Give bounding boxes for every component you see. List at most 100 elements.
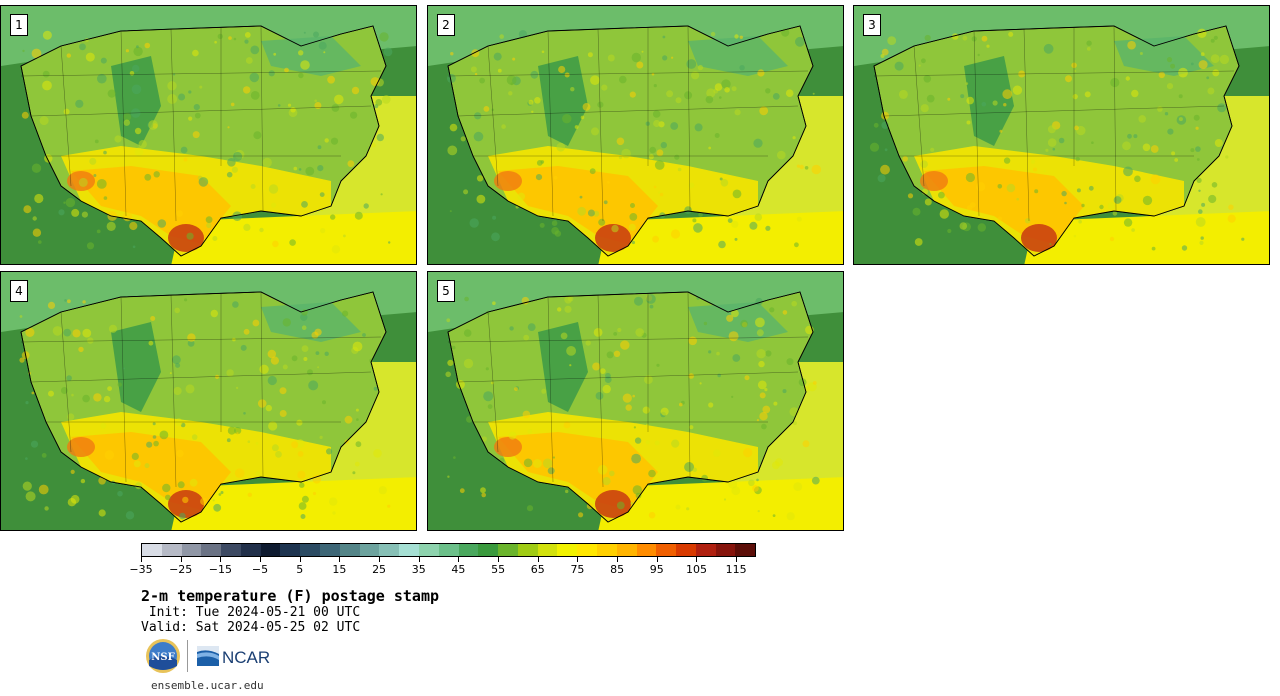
temperature-cell bbox=[103, 395, 111, 403]
temperature-cell bbox=[136, 45, 139, 49]
temperature-cell bbox=[330, 137, 339, 145]
temperature-cell bbox=[268, 70, 275, 77]
temperature-cell bbox=[198, 177, 209, 187]
temperature-cell bbox=[641, 50, 644, 53]
temperature-cell bbox=[262, 157, 272, 168]
temperature-cell bbox=[188, 90, 192, 94]
state-boundary bbox=[170, 28, 177, 222]
temperature-cell bbox=[782, 389, 787, 394]
colorbar-swatch bbox=[458, 544, 479, 556]
desert-hot-spot bbox=[67, 437, 95, 457]
temperature-cell bbox=[620, 340, 630, 350]
state-boundary bbox=[60, 45, 72, 187]
temperature-cell bbox=[483, 106, 490, 112]
temperature-cell bbox=[1073, 234, 1077, 238]
temperature-cell bbox=[1178, 67, 1188, 78]
temperature-cell bbox=[1217, 103, 1227, 113]
temperature-cell bbox=[449, 123, 458, 132]
temperature-cell bbox=[243, 223, 251, 231]
hottest-spot bbox=[168, 224, 204, 252]
temperature-cell bbox=[255, 471, 261, 477]
temperature-cell bbox=[117, 490, 123, 497]
temperature-cell bbox=[602, 384, 611, 394]
temperature-cell bbox=[152, 435, 157, 439]
temperature-cell bbox=[791, 300, 797, 307]
temperature-cell bbox=[1198, 209, 1203, 214]
temperature-cell bbox=[291, 355, 298, 362]
temperature-cell bbox=[743, 448, 753, 458]
temperature-cell bbox=[656, 363, 660, 367]
temperature-cell bbox=[104, 450, 115, 460]
temperature-cell bbox=[244, 39, 249, 44]
temperature-cell bbox=[317, 145, 322, 150]
temperature-cell bbox=[122, 211, 133, 222]
temperature-cell bbox=[354, 211, 363, 220]
temperature-cell bbox=[82, 328, 92, 338]
temperature-cell bbox=[31, 48, 42, 59]
temperature-cell bbox=[1150, 174, 1161, 185]
temperature-cell bbox=[232, 211, 242, 221]
temperature-cell bbox=[616, 137, 625, 146]
temperature-cell bbox=[551, 227, 559, 235]
colorbar-tick-label: −5 bbox=[251, 563, 269, 576]
temperature-cell bbox=[630, 203, 635, 208]
temperature-cell bbox=[506, 75, 517, 85]
temperature-cell bbox=[731, 486, 741, 496]
temperature-cell bbox=[450, 52, 454, 56]
temperature-cell bbox=[522, 410, 531, 419]
svg-text:NSF: NSF bbox=[151, 652, 174, 663]
temperature-cell bbox=[231, 166, 238, 173]
colorbar-tick bbox=[339, 557, 341, 562]
temperature-cell bbox=[512, 57, 516, 61]
ncar-logo: NCAR bbox=[197, 646, 270, 667]
temperature-cell bbox=[463, 189, 469, 195]
temperature-cell bbox=[748, 479, 755, 487]
postage-stamp-panel-1: 1 bbox=[0, 5, 417, 265]
temperature-cell bbox=[354, 461, 360, 467]
temperature-cell bbox=[716, 351, 720, 356]
temperature-cell bbox=[243, 328, 250, 335]
temperature-cell bbox=[812, 381, 817, 385]
temperature-cell bbox=[557, 307, 562, 312]
temperature-cell bbox=[744, 375, 750, 381]
temperature-cell bbox=[618, 155, 623, 160]
temperature-cell bbox=[792, 421, 797, 426]
temperature-cell bbox=[82, 300, 86, 304]
temperature-cell bbox=[662, 35, 666, 39]
colorbar-swatch bbox=[517, 544, 538, 556]
temperature-cell bbox=[508, 91, 513, 96]
temperature-cell bbox=[734, 109, 741, 116]
state-boundary bbox=[30, 371, 372, 383]
temperature-cell bbox=[675, 97, 682, 104]
temperature-cell bbox=[580, 115, 585, 120]
great-lakes-region bbox=[261, 302, 361, 342]
temperature-cell bbox=[965, 172, 975, 183]
temperature-cell bbox=[587, 209, 595, 217]
temperature-cell bbox=[240, 344, 247, 351]
temperature-cell bbox=[244, 32, 251, 38]
temperature-cell bbox=[383, 47, 393, 57]
temperature-cell bbox=[447, 359, 454, 366]
coastline bbox=[20, 25, 387, 257]
temperature-cell bbox=[1193, 114, 1200, 121]
colorbar-tick-label: 35 bbox=[411, 563, 426, 576]
temperature-cell bbox=[724, 87, 730, 93]
temperature-cell bbox=[625, 404, 632, 411]
desert-hot-spot bbox=[494, 437, 522, 457]
colorbar-ticks: −35 −25 −15 −5 5 15 25 35 45 55 65 75 85 95 105 115 bbox=[129, 557, 756, 579]
temperature-cell bbox=[812, 92, 815, 95]
desert-hot-spot bbox=[494, 171, 522, 191]
temperature-cell bbox=[153, 440, 159, 447]
temperature-cell bbox=[236, 432, 239, 435]
temperature-cell bbox=[289, 239, 296, 246]
state-boundary bbox=[1113, 25, 1117, 212]
temperature-cell bbox=[732, 354, 741, 362]
temperature-cell bbox=[125, 49, 129, 53]
temperature-cell bbox=[123, 367, 125, 370]
temperature-cell bbox=[675, 504, 681, 510]
temperature-cell bbox=[259, 364, 269, 374]
temperature-cell bbox=[93, 174, 97, 177]
temperature-cell bbox=[175, 362, 181, 368]
temperature-cell bbox=[307, 369, 313, 376]
temperature-cell bbox=[1190, 62, 1194, 66]
